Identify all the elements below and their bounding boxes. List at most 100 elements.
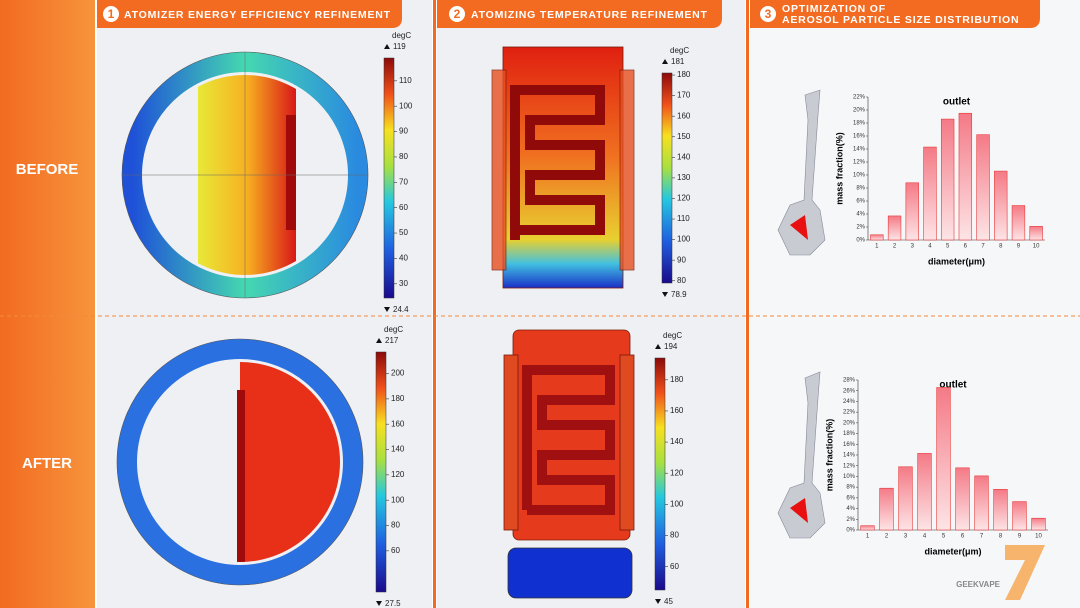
- colorbar: [654, 357, 666, 591]
- heat-region: [198, 75, 296, 275]
- colorbar-tick-label: 90: [399, 127, 408, 136]
- bar: [993, 488, 1008, 531]
- colorbar-tick-label: 130: [677, 173, 691, 182]
- colorbar-tick-label: 180: [677, 70, 691, 79]
- colorbar-unit: degC: [663, 331, 682, 340]
- colorbar-unit: degC: [670, 46, 689, 55]
- serpentine: [522, 365, 615, 515]
- y-tick-label: 4%: [856, 212, 865, 218]
- number: 1: [108, 7, 115, 21]
- colorbar-tick-label: 60: [670, 562, 679, 571]
- x-tick-label: 6: [964, 244, 968, 250]
- colorbar-tick-label: 40: [399, 254, 408, 263]
- x-tick-label: 4: [928, 244, 932, 250]
- x-tick-label: 4: [923, 534, 927, 540]
- y-tick-label: 12%: [853, 160, 866, 166]
- bar: [1029, 226, 1043, 241]
- bar: [887, 215, 902, 241]
- coil: [237, 390, 245, 562]
- x-tick-label: 2: [893, 244, 897, 250]
- after-label: AFTER: [22, 455, 72, 472]
- max-arrow: [662, 59, 668, 64]
- y-tick-label: 16%: [843, 442, 856, 448]
- colorbar-tick-label: 160: [670, 406, 684, 415]
- electrode: [619, 69, 635, 271]
- colorbar-tick-label: 110: [399, 76, 412, 85]
- chart-title: outlet: [943, 97, 971, 108]
- x-tick-label: 9: [1018, 534, 1022, 540]
- header-title: OPTIMIZATION OF: [782, 3, 886, 15]
- colorbar: [375, 351, 387, 593]
- coil: [286, 115, 296, 230]
- colorbar-tick-label: 110: [677, 214, 690, 223]
- colorbar-tick-label: 180: [670, 375, 684, 384]
- colorbar-tick-label: 100: [399, 101, 413, 110]
- colorbar-tick-label: 60: [391, 546, 400, 555]
- x-tick-label: 10: [1035, 534, 1042, 540]
- base: [507, 547, 633, 599]
- colorbar-tick-label: 90: [677, 255, 686, 264]
- header-title: AEROSOL PARTICLE SIZE DISTRIBUTION: [782, 14, 1019, 26]
- y-tick-label: 6%: [856, 199, 865, 205]
- ring: [117, 339, 363, 585]
- colorbar-tick-label: 140: [677, 152, 691, 161]
- logo: GEEKVAPE: [956, 580, 1001, 589]
- y-tick-label: 12%: [843, 463, 856, 469]
- bar: [974, 475, 989, 531]
- bar: [994, 170, 1008, 241]
- colorbar-tick-label: 100: [677, 235, 691, 244]
- colorbar-tick-label: 100: [391, 495, 405, 504]
- number-badge: [449, 6, 465, 22]
- colorbar-tick-label: 60: [399, 203, 408, 212]
- separator: [433, 0, 436, 608]
- y-tick-label: 26%: [843, 388, 856, 394]
- electrode: [503, 354, 519, 531]
- max-arrow: [376, 338, 382, 343]
- x-tick-label: 7: [981, 244, 985, 250]
- bar: [958, 112, 973, 241]
- number: 2: [454, 7, 461, 21]
- colorbar-min: 24.4: [393, 305, 409, 314]
- min-arrow: [662, 292, 668, 297]
- colorbar-min: 45: [664, 597, 673, 606]
- bar: [1031, 517, 1046, 531]
- colorbar-max: 119: [393, 42, 406, 51]
- colorbar-tick-label: 80: [677, 276, 686, 285]
- colorbar-max: 194: [664, 342, 678, 351]
- x-tick-label: 8: [999, 534, 1003, 540]
- y-tick-label: 16%: [853, 134, 866, 140]
- min-arrow: [655, 599, 661, 604]
- colorbar-max: 217: [385, 336, 399, 345]
- x-tick-label: 6: [961, 534, 965, 540]
- x-tick-label: 1: [875, 244, 879, 250]
- colorbar-tick-label: 140: [391, 445, 405, 454]
- colorbar-tick-label: 80: [391, 521, 400, 530]
- bar: [905, 182, 919, 241]
- x-tick-label: 7: [980, 534, 984, 540]
- before-label: BEFORE: [16, 161, 79, 178]
- bar: [917, 453, 932, 531]
- x-axis-label: diameter(μm): [928, 256, 985, 266]
- outline: [116, 338, 364, 586]
- colorbar-tick-label: 50: [399, 228, 408, 237]
- number-badge: [103, 6, 119, 22]
- colorbar-tick-label: 170: [677, 91, 691, 100]
- y-tick-label: 4%: [846, 506, 855, 512]
- y-tick-label: 20%: [843, 420, 856, 426]
- colorbar-max: 181: [671, 57, 685, 66]
- colorbar-tick-label: 120: [677, 194, 691, 203]
- colorbar-unit: degC: [384, 325, 403, 334]
- y-tick-label: 14%: [843, 453, 856, 459]
- y-tick-label: 2%: [856, 225, 865, 231]
- bar: [1012, 501, 1027, 531]
- bar: [1011, 205, 1026, 241]
- colorbar-tick-label: 100: [670, 499, 684, 508]
- colorbar: [661, 72, 673, 284]
- separator: [746, 0, 749, 608]
- particle-model: [777, 89, 826, 256]
- bar: [923, 146, 937, 241]
- colorbar-tick-label: 160: [391, 419, 405, 428]
- colorbar-tick-label: 120: [670, 468, 684, 477]
- colorbar-tick-label: 150: [677, 132, 691, 141]
